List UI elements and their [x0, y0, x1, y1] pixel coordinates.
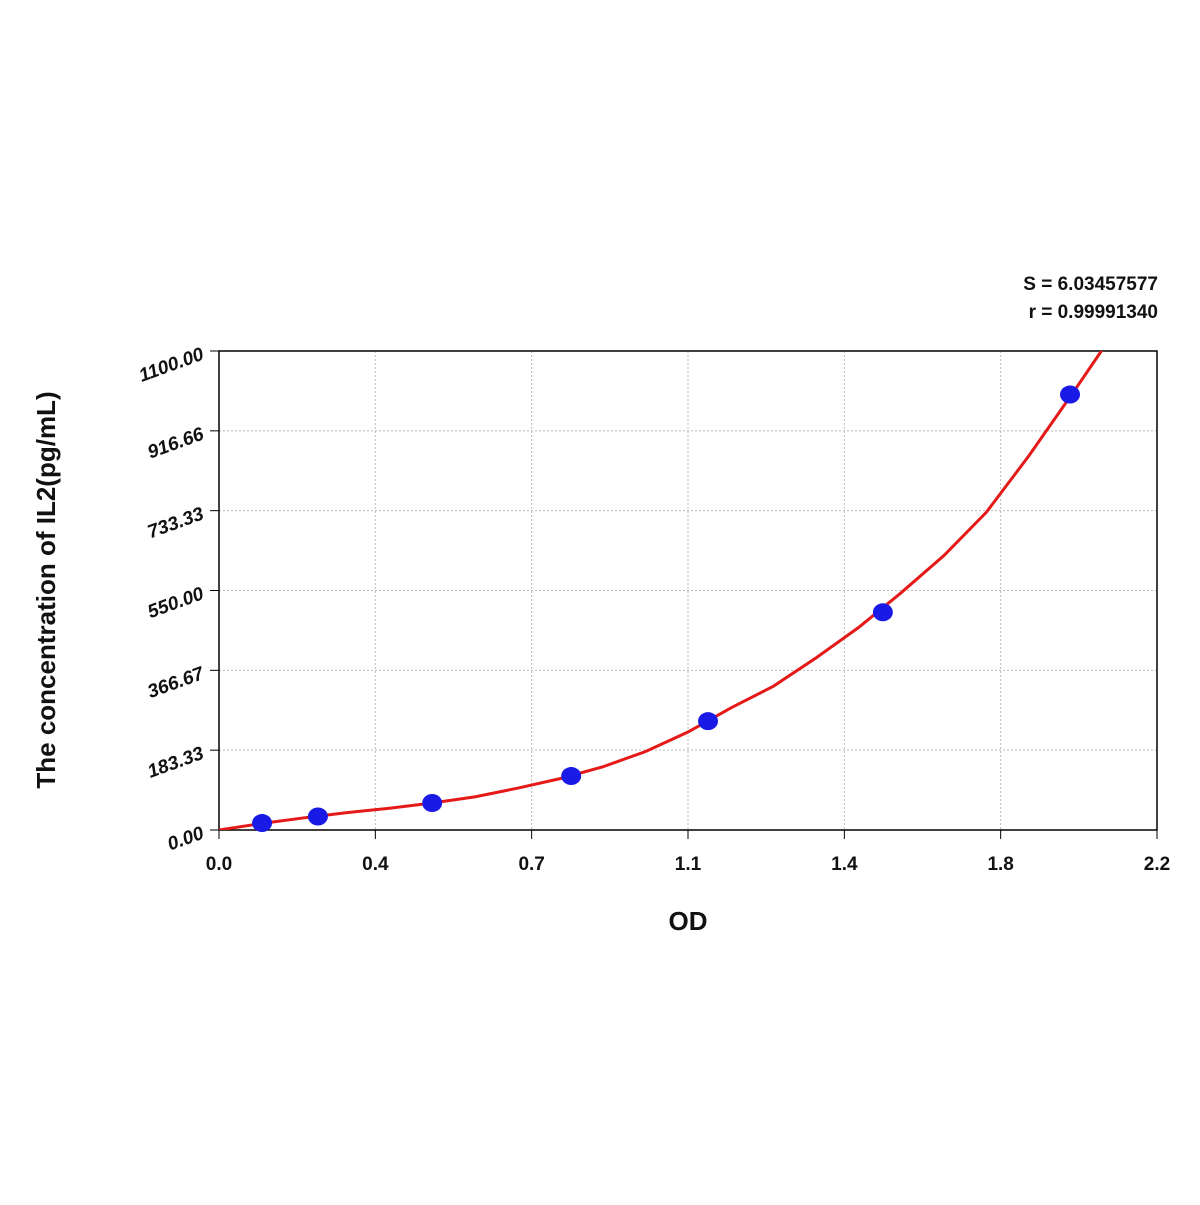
fit-layer: [219, 351, 1104, 830]
data-point: [422, 794, 443, 813]
y-tick-label: 1100.00: [136, 344, 207, 387]
data-point: [561, 767, 582, 786]
y-tick-label: 366.67: [145, 663, 208, 703]
y-tick-label: 916.66: [145, 424, 207, 464]
plot-frame: [218, 350, 1158, 831]
annotation: S = 6.03457577: [1023, 274, 1158, 295]
y-tick-label: 733.33: [145, 503, 207, 543]
x-tick-label: 0.7: [518, 854, 544, 875]
data-point: [252, 814, 273, 833]
annotation: r = 0.99991340: [1029, 302, 1158, 323]
data-point: [307, 807, 328, 826]
x-axis-label: OD: [669, 906, 708, 936]
x-tick-label: 1.4: [831, 854, 858, 875]
data-point: [1060, 385, 1081, 404]
x-tick-label: 1.8: [987, 854, 1013, 875]
y-tick-label: 0.00: [165, 823, 207, 856]
y-axis-label: The concentration of IL2(pg/mL): [31, 391, 61, 788]
data-point: [698, 712, 719, 731]
data-point: [872, 603, 893, 622]
y-tick-label: 183.33: [145, 743, 207, 783]
x-tick-label: 0.0: [206, 854, 232, 875]
x-tick-label: 0.4: [362, 854, 389, 875]
y-tick-label: 550.00: [145, 583, 207, 623]
x-tick-label: 2.2: [1144, 854, 1170, 875]
x-tick-label: 1.1: [675, 854, 702, 875]
fit-curve: [219, 351, 1104, 830]
